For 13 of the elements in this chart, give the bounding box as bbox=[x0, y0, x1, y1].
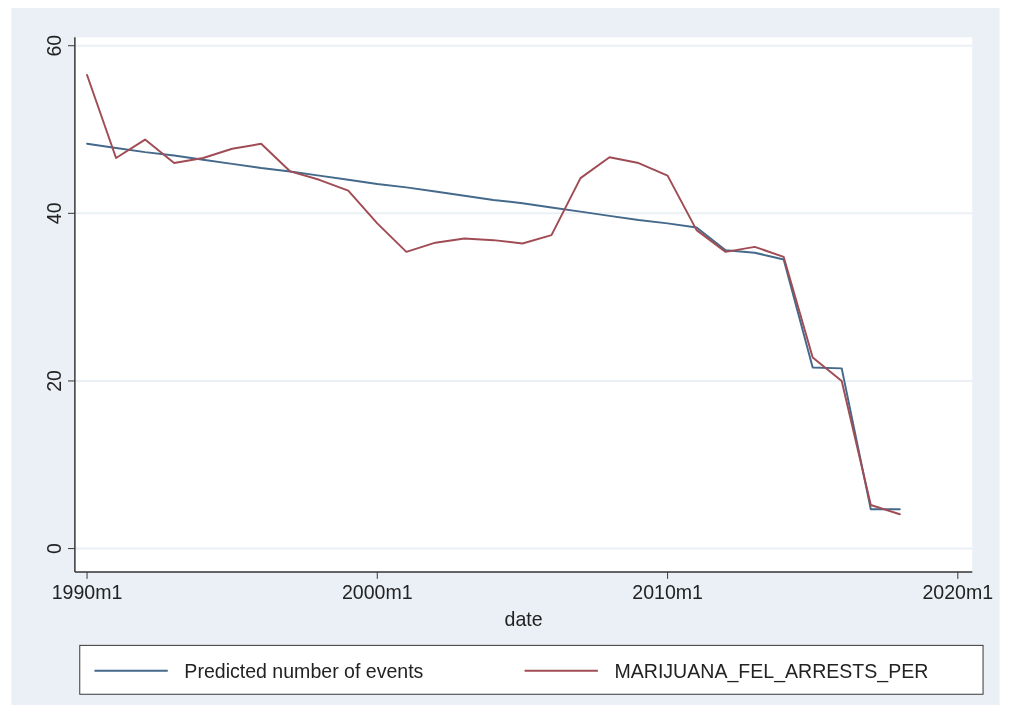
x-tick-label: 2020m1 bbox=[922, 581, 994, 604]
x-tick-label: 1990m1 bbox=[51, 581, 123, 604]
x-tick-label: 2010m1 bbox=[632, 581, 703, 604]
x-axis-title: date bbox=[504, 607, 543, 630]
y-tick-label: 40 bbox=[43, 202, 66, 225]
line-series bbox=[86, 74, 901, 516]
y-tick-label: 60 bbox=[43, 34, 66, 57]
y-tick-label: 0 bbox=[43, 543, 66, 555]
y-tick-label: 20 bbox=[43, 369, 66, 392]
line-series bbox=[86, 142, 901, 511]
x-tick-label: 2000m1 bbox=[341, 581, 413, 604]
legend-label: Predicted number of events bbox=[184, 659, 424, 682]
legend-label: MARIJUANA_FEL_ARRESTS_PER bbox=[614, 659, 929, 683]
